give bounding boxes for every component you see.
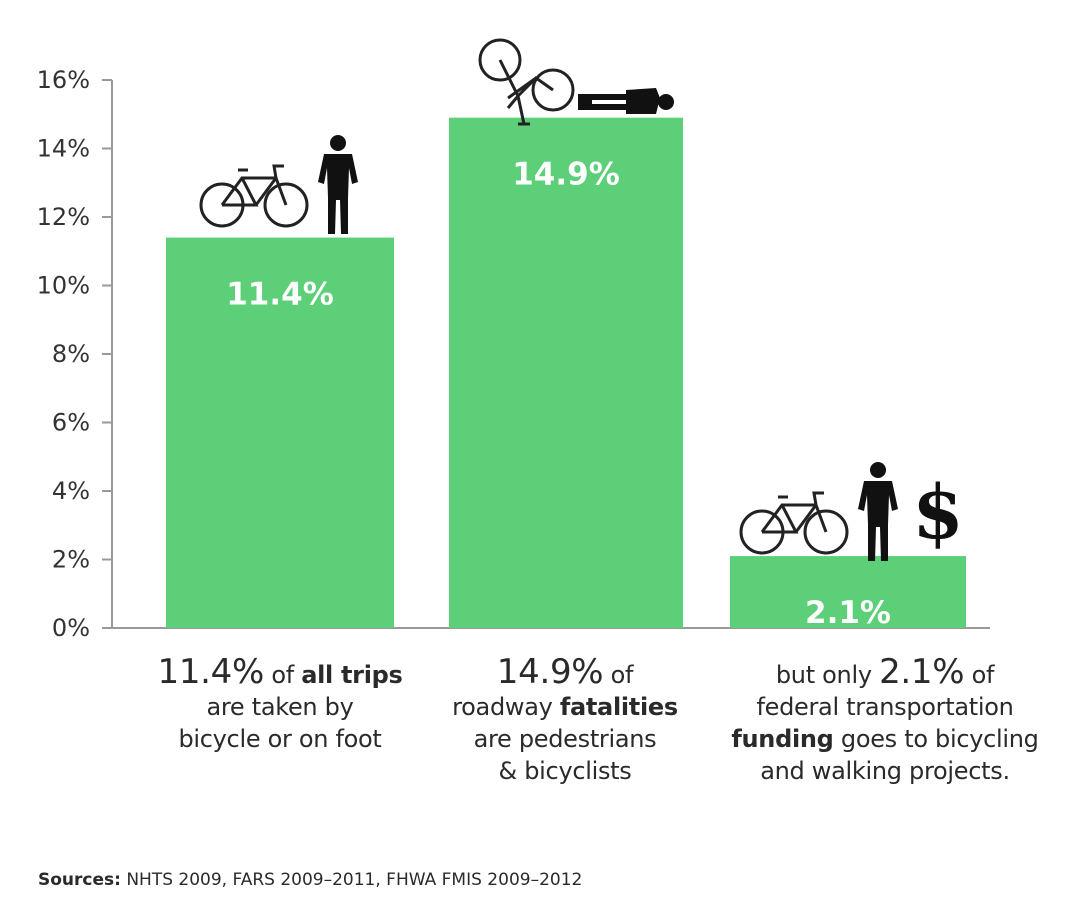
y-tick-label: 4%: [52, 477, 90, 505]
pedestrian-icon: [858, 462, 898, 561]
caption-funding-pct: 2.1%: [879, 652, 965, 692]
bar-value-labels: 11.4% 14.9% 2.1%: [226, 157, 891, 631]
y-tick-label: 16%: [37, 66, 90, 94]
bar-value-label: 14.9%: [512, 157, 620, 193]
y-tick-label: 14%: [37, 135, 90, 163]
bar: [449, 117, 683, 629]
y-tick-label: 10%: [37, 272, 90, 300]
caption-trips: 11.4% of all trips are taken by bicycle …: [157, 652, 403, 753]
caption-fatalities: 14.9% of roadway fatalities are pedestri…: [452, 652, 678, 785]
y-tick-label: 2%: [52, 546, 90, 574]
y-tick-label: 8%: [52, 340, 90, 368]
pedestrian-icon: [318, 135, 358, 234]
caption-trips-pct: 11.4%: [157, 652, 264, 692]
dollar-icon: $: [912, 470, 964, 556]
y-tick-label: 0%: [52, 614, 90, 642]
caption-fatalities-pct: 14.9%: [496, 652, 604, 692]
bar: [166, 237, 394, 629]
y-tick-label: 6%: [52, 409, 90, 437]
bar: [730, 556, 966, 628]
caption-funding: but only 2.1% of federal transportation …: [731, 652, 1039, 785]
bicycle-icon: [739, 491, 849, 555]
sources-note: Sources: NHTS 2009, FARS 2009–2011, FHWA…: [38, 870, 583, 890]
fallen-pedestrian-icon: [578, 88, 674, 114]
y-tick-label: 12%: [37, 203, 90, 231]
bars: [166, 117, 966, 629]
bar-value-label: 11.4%: [226, 277, 334, 313]
bar-value-label: 2.1%: [805, 595, 891, 631]
fallen-bicycle-icon: [478, 38, 575, 126]
bar-chart: 0% 2% 4% 6% 8% 10% 12% 14% 16% 11.4% 14.9% 2.1% $: [37, 38, 990, 642]
y-axis: 0% 2% 4% 6% 8% 10% 12% 14% 16%: [37, 66, 990, 642]
bicycle-icon: [199, 164, 309, 228]
